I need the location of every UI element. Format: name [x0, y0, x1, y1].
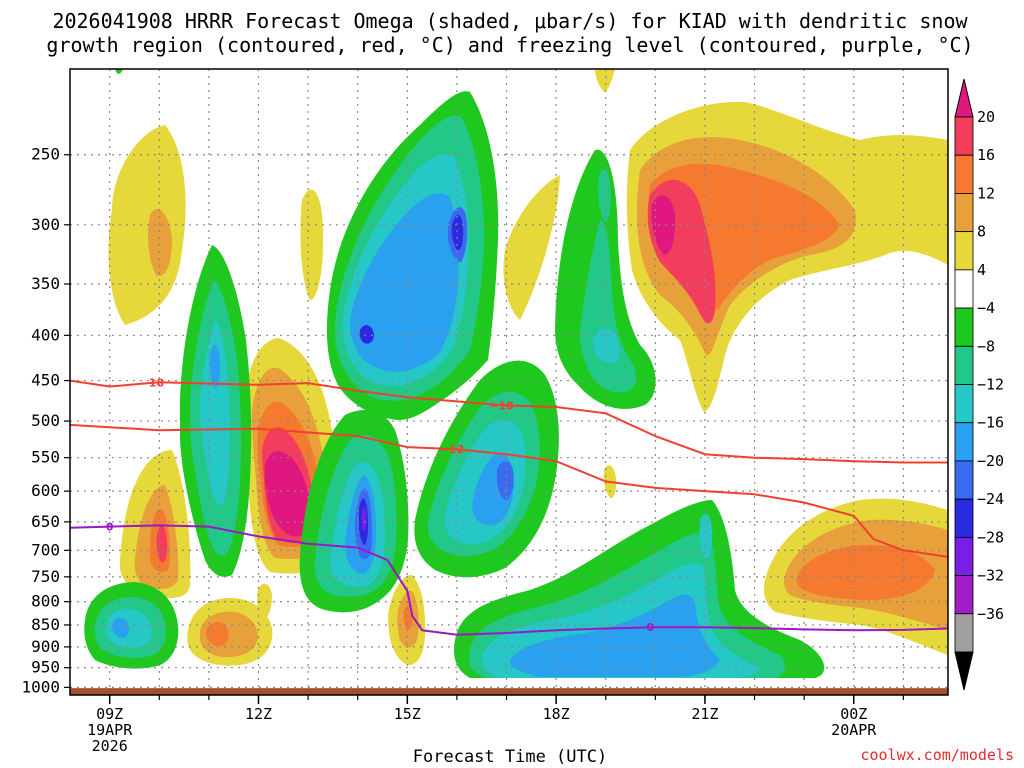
x-tick-date: 19APR [87, 721, 133, 739]
x-tick-year: 2026 [92, 737, 128, 755]
omega-region-neg16 [209, 344, 221, 389]
y-tick-label: 650 [31, 512, 60, 531]
x-tick-label: 18Z [543, 705, 570, 723]
colorbar-label: −36 [977, 605, 1004, 623]
colorbar-swatch [954, 575, 974, 615]
omega-region-neg20 [359, 325, 374, 344]
x-tick-label: 12Z [245, 705, 272, 723]
credit-text: coolwx.com/models [860, 746, 1014, 764]
colorbar-label: −16 [977, 414, 1004, 432]
colorbar-label: 16 [977, 146, 995, 164]
colorbar: 20 16 12 8 4 −4 −8 −12 −16 −20 −24 −28 −32 −36 [954, 78, 1004, 691]
y-tick-label: 950 [31, 658, 60, 677]
plot-frame [69, 68, 949, 696]
colorbar-label: −32 [977, 567, 1004, 585]
colorbar-swatch [954, 460, 974, 500]
omega-region-pos12 [206, 622, 229, 646]
omega-region-pos8 [148, 209, 172, 276]
omega-region-neg16 [509, 594, 720, 677]
omega-region-pos4 [503, 175, 560, 320]
colorbar-label: −20 [977, 452, 1004, 470]
plot-area: −18 −18 −12 0 0 [69, 68, 949, 696]
omega-region-pos4 [300, 189, 324, 300]
contour-label-minus18: −18 [140, 376, 165, 389]
y-tick-label: 850 [31, 615, 60, 634]
y-tick-label: 750 [31, 567, 60, 586]
y-axis: 250 300 350 400 450 500 550 600 650 700 750 800 850 9… [21, 145, 70, 696]
y-tick-label: 300 [31, 215, 60, 234]
omega-region-neg24 [451, 214, 464, 251]
ground-terrain [70, 688, 948, 695]
colorbar-swatch [954, 384, 974, 424]
x-tick-label: 00Z [840, 705, 867, 723]
omega-region-pos20 [651, 195, 676, 255]
colorbar-label: −12 [977, 376, 1004, 394]
colorbar-label: −28 [977, 528, 1004, 546]
y-tick-label: 700 [31, 540, 60, 559]
omega-region-neg12 [200, 320, 230, 506]
chart-title-line1: 2026041908 HRRR Forecast Omega (shaded, … [52, 9, 968, 33]
y-tick-label: 550 [31, 448, 60, 467]
colorbar-swatch [954, 116, 974, 156]
y-tick-label: 450 [31, 371, 60, 390]
colorbar-label: 4 [977, 261, 986, 279]
y-tick-label: 500 [31, 411, 60, 430]
colorbar-label: 12 [977, 184, 995, 202]
colorbar-swatch [954, 536, 974, 576]
omega-region-neg12 [593, 327, 620, 364]
x-tick-label: 09Z [96, 705, 123, 723]
colorbar-swatch [954, 422, 974, 462]
colorbar-swatch [954, 154, 974, 194]
y-tick-label: 250 [31, 145, 60, 164]
omega-region-pos4 [257, 583, 272, 619]
x-axis-label: Forecast Time (UTC) [413, 747, 607, 767]
contour-minus18 [69, 379, 948, 464]
omega-region-neg4 [115, 69, 123, 74]
omega-region-neg16 [350, 193, 459, 372]
colorbar-label: 8 [977, 223, 986, 241]
chart-title-line2: growth region (contoured, red, °C) and f… [46, 33, 973, 57]
contour-freezing-level [69, 524, 949, 636]
contour-layer: −18 −18 −12 0 0 [69, 376, 949, 636]
colorbar-swatch [954, 193, 974, 233]
y-tick-label: 900 [31, 637, 60, 656]
colorbar-label: 20 [977, 108, 995, 126]
omega-region-neg16 [112, 617, 129, 638]
y-tick-label: 600 [31, 481, 60, 500]
colorbar-bottom-arrow [954, 651, 974, 691]
colorbar-swatch [954, 613, 974, 653]
colorbar-swatch [954, 231, 974, 271]
x-tick-label: 21Z [691, 705, 718, 723]
contour-label-minus12: −12 [440, 443, 465, 456]
contour-label-zero: 0 [106, 521, 114, 534]
y-tick-label: 800 [31, 592, 60, 611]
colorbar-label: −8 [977, 337, 995, 355]
contour-label-minus18: −18 [489, 399, 514, 412]
ground-layer [70, 688, 948, 695]
colorbar-label: −4 [977, 299, 995, 317]
colorbar-label: −24 [977, 490, 1004, 508]
colorbar-swatch [954, 498, 974, 538]
omega-region-pos12 [796, 545, 935, 600]
omega-region-neg8 [579, 220, 637, 393]
colorbar-swatch [954, 307, 974, 347]
omega-region-pos20 [264, 451, 312, 537]
y-tick-label: 350 [31, 274, 60, 293]
y-tick-label: 1000 [21, 677, 60, 696]
x-tick-date: 20APR [831, 721, 877, 739]
omega-region-pos4 [595, 69, 615, 92]
omega-region-neg28 [361, 507, 367, 531]
colorbar-swatch [954, 345, 974, 385]
omega-region-neg20 [496, 461, 514, 500]
omega-region-neg8 [597, 169, 611, 222]
contour-minus12 [69, 423, 949, 558]
y-tick-label: 400 [31, 325, 60, 344]
colorbar-top-arrow [954, 78, 974, 118]
omega-region-neg12 [699, 513, 713, 559]
contour-label-zero: 0 [647, 621, 655, 634]
x-tick-label: 15Z [394, 705, 421, 723]
colorbar-swatch [954, 269, 974, 309]
